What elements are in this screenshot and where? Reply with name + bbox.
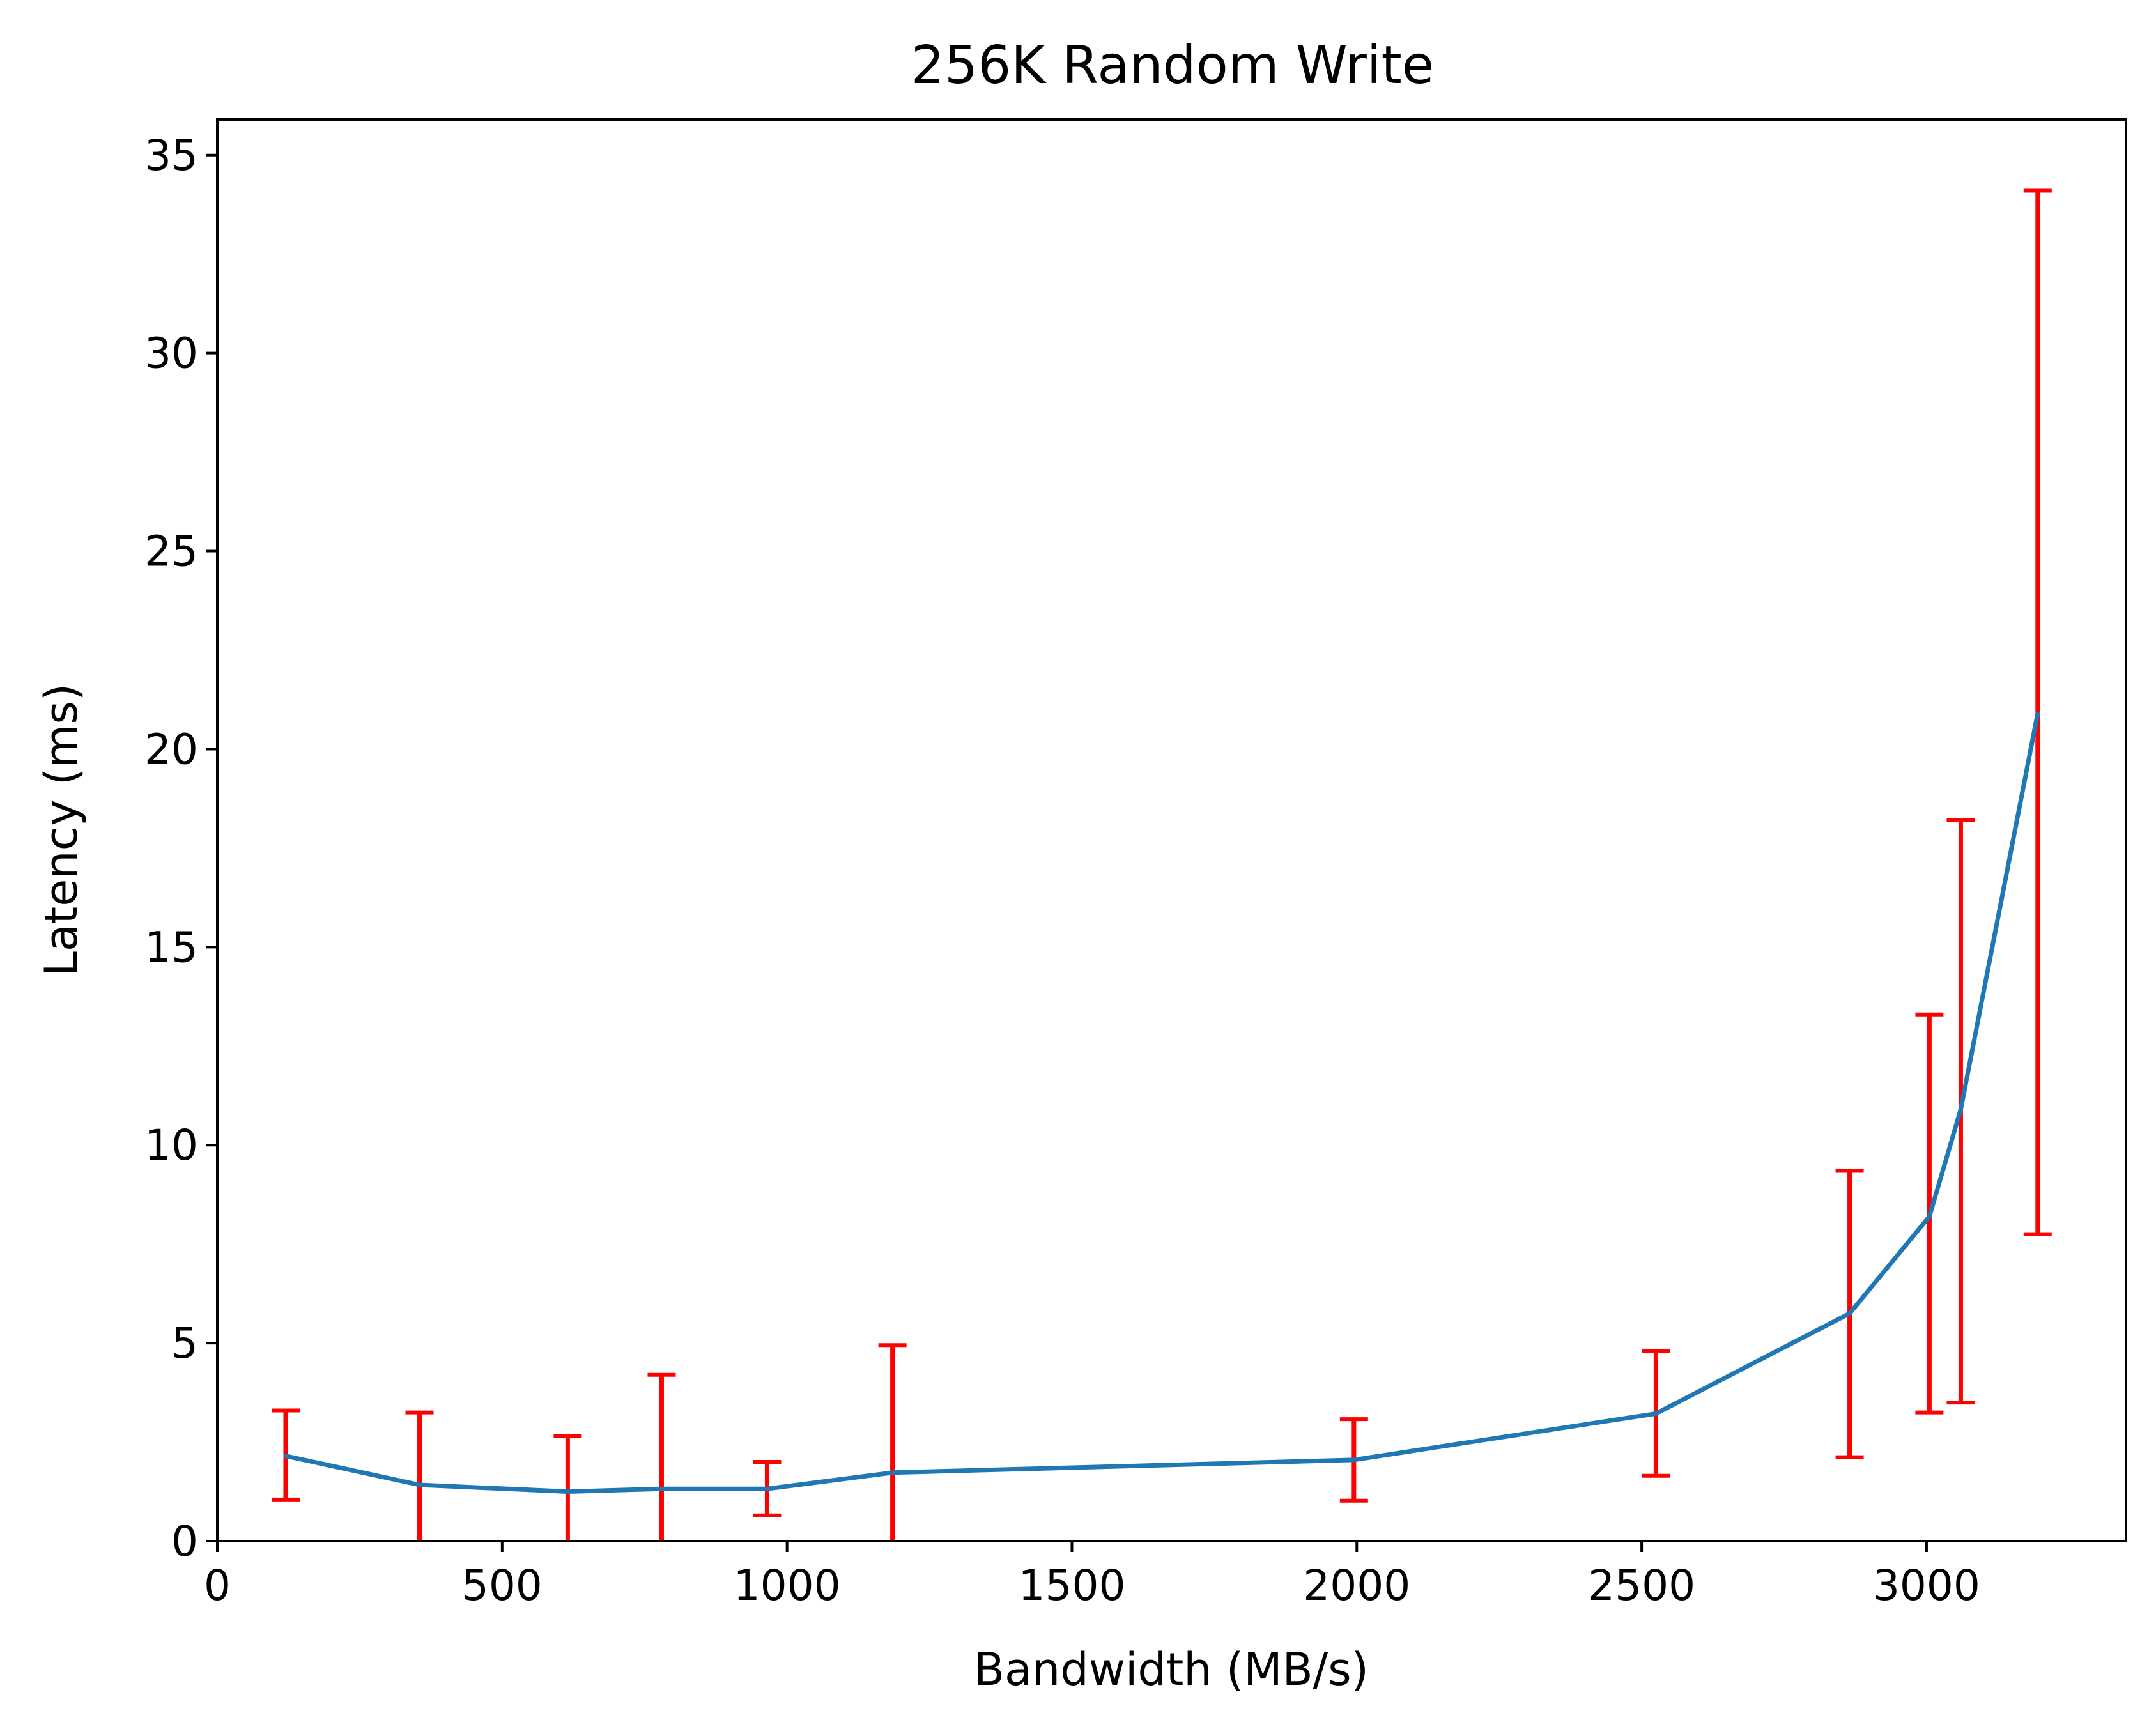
x-tick-label: 3000 xyxy=(1873,1561,1980,1610)
y-tick-label: 20 xyxy=(144,725,198,774)
data-point xyxy=(1927,1214,1932,1218)
y-tick-label: 25 xyxy=(144,527,198,576)
x-axis-ticks: 0 500 1000 1500 2000 2500 3000 xyxy=(204,1541,1980,1610)
y-tick-label: 0 xyxy=(171,1517,198,1566)
data-point xyxy=(566,1489,570,1494)
data-point xyxy=(417,1482,422,1487)
data-point xyxy=(2035,711,2040,716)
series-line xyxy=(285,713,2040,1494)
error-bar xyxy=(405,1410,434,1541)
data-point xyxy=(765,1487,769,1491)
error-bar xyxy=(647,1372,676,1541)
data-point xyxy=(283,1454,288,1458)
y-tick-label: 10 xyxy=(144,1121,198,1170)
x-axis-label: Bandwidth (MB/s) xyxy=(974,1643,1369,1696)
data-point xyxy=(659,1487,664,1491)
y-axis-ticks: 0 5 10 15 20 25 30 35 xyxy=(144,131,217,1566)
x-tick-label: 1000 xyxy=(734,1561,841,1610)
chart-title: 256K Random Write xyxy=(911,35,1434,96)
data-point xyxy=(1959,1107,1963,1112)
data-point xyxy=(1654,1411,1658,1416)
data-point xyxy=(890,1470,895,1475)
y-tick-label: 5 xyxy=(171,1319,198,1368)
x-tick-label: 500 xyxy=(462,1561,543,1610)
plot-area xyxy=(271,188,2052,1541)
y-tick-label: 35 xyxy=(144,131,198,180)
x-tick-label: 1500 xyxy=(1018,1561,1125,1610)
data-point xyxy=(1351,1457,1356,1462)
axes-frame xyxy=(216,118,2127,1542)
error-bar xyxy=(878,1343,907,1541)
y-tick-label: 15 xyxy=(144,923,198,972)
y-axis-label: Latency (ms) xyxy=(35,684,88,976)
y-tick-label: 30 xyxy=(144,329,198,378)
x-tick-label: 0 xyxy=(204,1561,231,1610)
x-tick-label: 2500 xyxy=(1588,1561,1695,1610)
x-tick-label: 2000 xyxy=(1303,1561,1410,1610)
error-bar xyxy=(553,1434,582,1541)
data-point xyxy=(1847,1311,1852,1316)
